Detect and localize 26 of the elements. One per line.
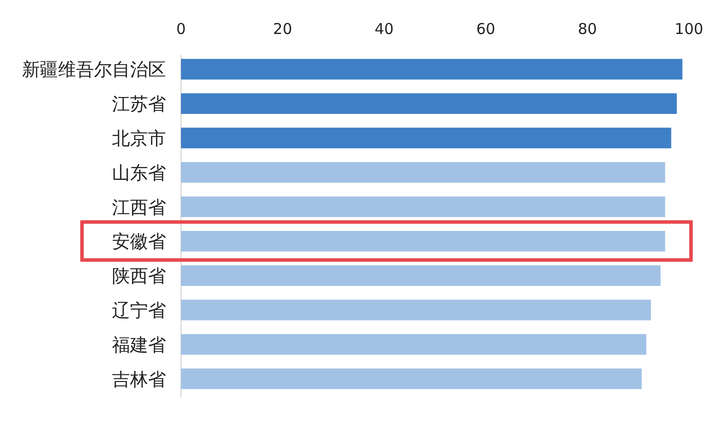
y-tick-label: 新疆维吾尔自治区 [22, 60, 166, 81]
y-tick-label: 山东省 [112, 162, 166, 184]
bar [181, 334, 646, 355]
bar [181, 162, 666, 183]
bar [181, 196, 666, 218]
bar [181, 230, 666, 252]
bar [181, 265, 661, 286]
y-tick-label: 安徽省 [112, 232, 166, 253]
x-tick-label: 0 [176, 20, 186, 38]
y-tick-label: 陕西省 [112, 266, 166, 288]
y-tick-label: 北京市 [112, 128, 166, 150]
y-tick-label: 江苏省 [112, 94, 166, 116]
bar [181, 368, 642, 390]
bar [181, 128, 672, 148]
y-tick-label: 吉林省 [112, 369, 166, 390]
bar [181, 58, 682, 80]
y-tick-label: 福建省 [112, 334, 166, 356]
bar [181, 300, 651, 320]
x-tick-label: 100 [674, 20, 704, 38]
bar [181, 93, 677, 114]
x-tick-label: 20 [273, 20, 292, 38]
x-tick-label: 60 [476, 20, 496, 38]
y-tick-label: 江西省 [112, 197, 166, 218]
y-tick-label: 辽宁省 [112, 300, 166, 322]
x-tick-label: 80 [578, 20, 597, 38]
x-tick-label: 40 [374, 20, 394, 38]
